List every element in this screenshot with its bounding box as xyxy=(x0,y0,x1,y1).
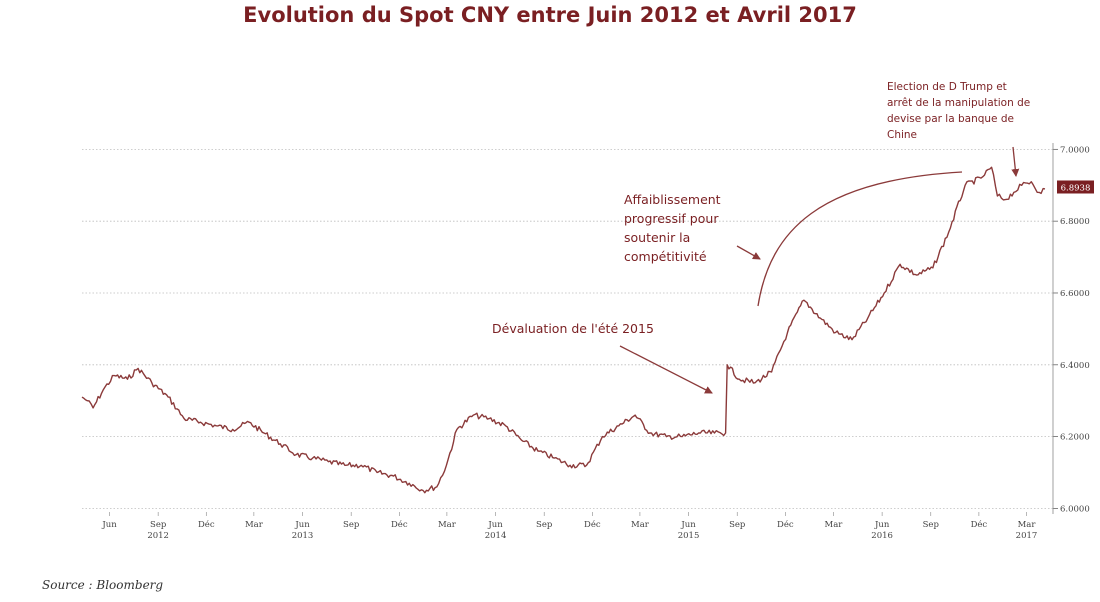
x-tick-label: Sep xyxy=(923,520,940,530)
y-tick-label: 6.8000 xyxy=(1060,217,1090,227)
x-tick-label: Sep xyxy=(150,520,167,530)
arrow-devaluation xyxy=(619,345,713,394)
x-year-label: 2016 xyxy=(871,531,893,541)
x-year-label: 2013 xyxy=(292,531,314,541)
x-tick-label: Mar xyxy=(631,520,650,530)
x-tick-label: Jun xyxy=(101,520,117,530)
x-tick-label: Déc xyxy=(391,519,408,530)
x-tick-label: Mar xyxy=(438,520,457,530)
x-year-label: 2014 xyxy=(485,531,507,541)
annotation-affaiblissement: compétitivité xyxy=(624,249,707,264)
annotation-trump: Chine xyxy=(887,129,917,141)
x-tick-label: Jun xyxy=(487,520,503,530)
last-value-badge xyxy=(1057,180,1094,194)
y-tick-label: 6.0000 xyxy=(1060,504,1090,514)
chart-title: Evolution du Spot CNY entre Juin 2012 et… xyxy=(243,3,857,27)
annotation-trump: arrêt de la manipulation de xyxy=(887,97,1030,109)
annotation-devaluation: Dévaluation de l'été 2015 xyxy=(492,321,654,336)
y-tick-label: 6.2000 xyxy=(1060,433,1090,443)
annotation-trump: devise par la banque de xyxy=(887,113,1014,125)
x-tick-label: Déc xyxy=(198,519,215,530)
annotation-affaiblissement: soutenir la xyxy=(624,230,690,245)
x-tick-label: Mar xyxy=(245,520,264,530)
x-tick-label: Mar xyxy=(1018,520,1037,530)
x-tick-label: Jun xyxy=(294,520,310,530)
annotation-arc xyxy=(757,171,963,307)
x-tick-label: Jun xyxy=(874,520,890,530)
x-tick-label: Sep xyxy=(343,520,360,530)
annotation-affaiblissement: progressif pour xyxy=(624,211,719,226)
x-tick-label: Jun xyxy=(680,520,696,530)
y-tick-label: 7.0000 xyxy=(1060,145,1090,155)
x-tick-label: Déc xyxy=(971,519,988,530)
y-tick-label: 6.6000 xyxy=(1060,289,1090,299)
series-line xyxy=(81,166,1046,494)
x-tick-label: Sep xyxy=(536,520,553,530)
arrow-trump xyxy=(1011,146,1020,177)
x-tick-label: Déc xyxy=(777,519,794,530)
x-year-label: 2017 xyxy=(1016,531,1038,541)
arrow-affaiblissement xyxy=(736,245,761,260)
source-note: Source : Bloomberg xyxy=(42,578,164,592)
x-tick-label: Sep xyxy=(729,520,746,530)
annotation-trump: Election de D Trump et xyxy=(887,81,1007,93)
y-tick-label: 6.4000 xyxy=(1060,361,1090,371)
last-value-label: 6.8938 xyxy=(1061,183,1091,193)
x-tick-label: Mar xyxy=(825,520,844,530)
x-year-label: 2015 xyxy=(678,531,700,541)
x-year-label: 2012 xyxy=(147,531,169,541)
annotation-affaiblissement: Affaiblissement xyxy=(624,192,721,207)
x-tick-label: Déc xyxy=(584,519,601,530)
